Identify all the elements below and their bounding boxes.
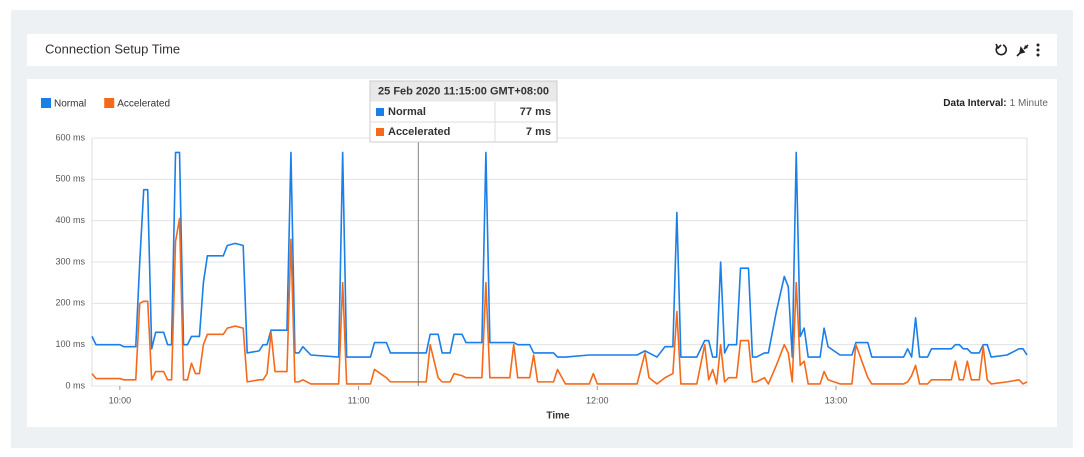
tooltip-value: 7 ms [526, 126, 551, 138]
refresh-icon[interactable] [995, 43, 1007, 56]
y-tick-label: 0 ms [65, 380, 85, 390]
y-tick-label: 100 ms [55, 339, 85, 349]
interval-label: Data Interval: [943, 98, 1006, 109]
tooltip-value: 77 ms [520, 106, 551, 118]
tooltip-title: 25 Feb 2020 11:15:00 GMT+08:00 [378, 85, 549, 97]
data-interval: Data Interval: 1 Minute [943, 98, 1048, 109]
tooltip-series: Accelerated [388, 126, 450, 138]
legend-label: Accelerated [117, 99, 170, 110]
x-tick-label: 11:00 [348, 395, 370, 405]
tooltip-series: Normal [388, 106, 426, 118]
series-line [91, 151, 1028, 358]
card-title: Connection Setup Time [45, 41, 180, 56]
legend-label: Normal [54, 99, 86, 110]
x-tick-label: 13:00 [825, 395, 848, 405]
series-line [91, 217, 1028, 385]
x-tick-label: 10:00 [109, 395, 132, 405]
legend-swatch [104, 98, 115, 108]
legend: Normal Accelerated [41, 98, 170, 110]
interval-value: 1 Minute [1010, 98, 1049, 109]
collapse-icon[interactable] [1016, 44, 1029, 57]
y-tick-label: 500 ms [55, 174, 85, 184]
x-axis-label: Time [546, 411, 570, 422]
x-tick-label: 12:00 [586, 395, 609, 405]
menu-icon[interactable] [1036, 43, 1040, 57]
header-card [27, 34, 1057, 66]
tooltip-swatch [376, 108, 384, 116]
y-tick-label: 200 ms [55, 298, 85, 308]
tooltip-swatch [376, 128, 384, 136]
tooltip: 25 Feb 2020 11:15:00 GMT+08:00 Normal 77 m… [369, 80, 558, 143]
legend-swatch [41, 98, 51, 108]
tooltip-header [370, 81, 557, 102]
y-tick-label: 600 ms [55, 132, 85, 142]
y-tick-label: 400 ms [55, 215, 85, 225]
y-tick-label: 300 ms [55, 256, 85, 266]
